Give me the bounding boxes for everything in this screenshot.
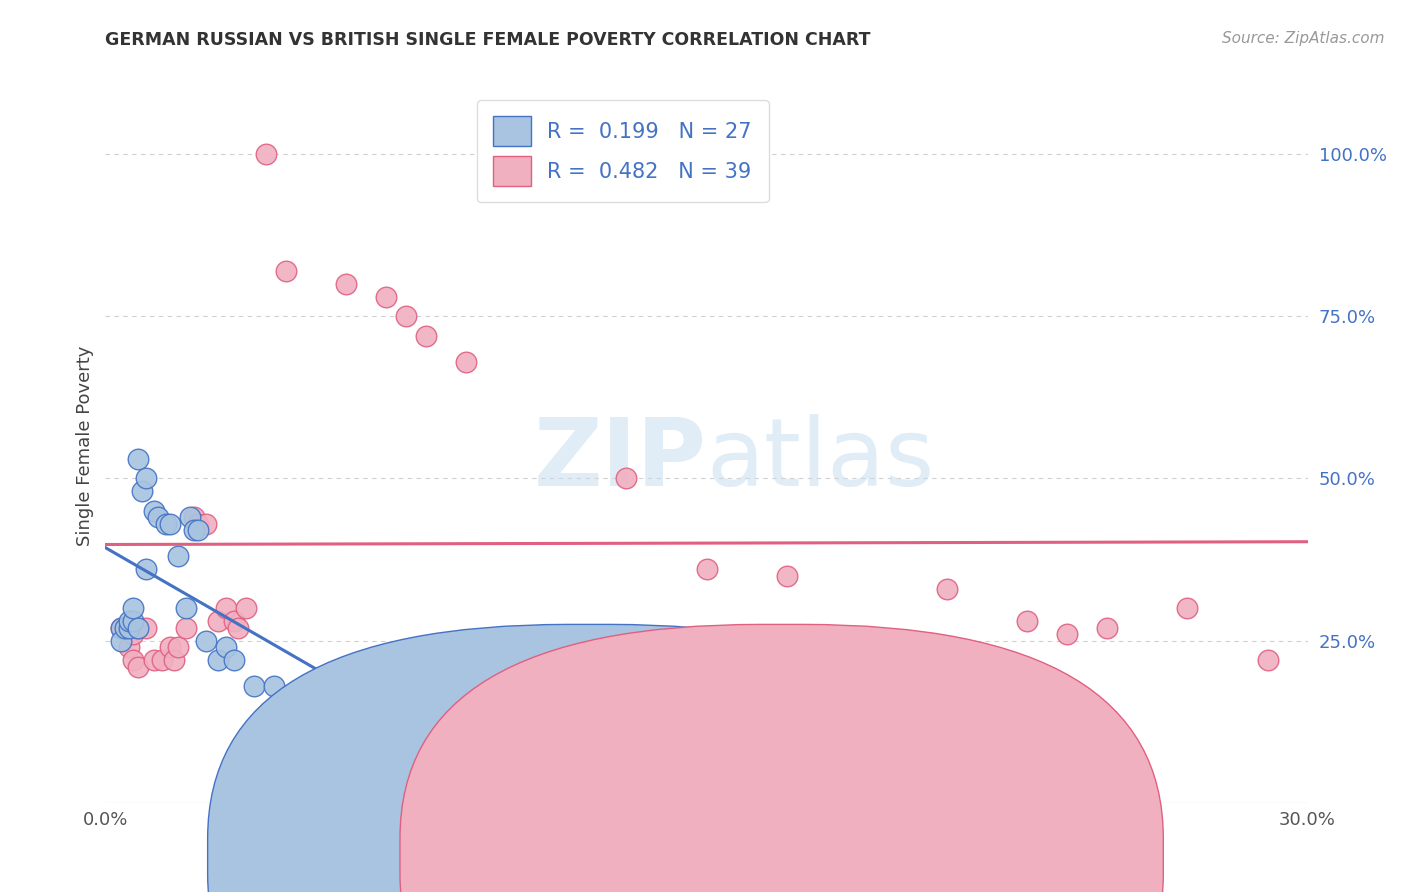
Point	[1056, 627, 1078, 641]
Point	[194, 516, 217, 531]
Point	[235, 601, 257, 615]
Point	[187, 524, 209, 538]
Point	[242, 679, 264, 693]
Point	[114, 621, 136, 635]
Point	[110, 621, 132, 635]
Point	[146, 510, 169, 524]
Point	[131, 484, 153, 499]
Point	[127, 621, 149, 635]
Point	[179, 510, 201, 524]
Point	[214, 640, 236, 654]
Point	[110, 633, 132, 648]
Point	[194, 633, 217, 648]
Point	[166, 549, 188, 564]
Point	[159, 640, 181, 654]
Text: German Russians: German Russians	[623, 847, 768, 865]
Point	[135, 562, 157, 576]
Point	[142, 504, 165, 518]
Point	[207, 653, 229, 667]
Point	[114, 621, 136, 635]
Point	[207, 614, 229, 628]
Point	[127, 621, 149, 635]
Text: atlas: atlas	[707, 414, 935, 507]
Point	[254, 147, 277, 161]
Point	[135, 471, 157, 485]
Point	[122, 653, 145, 667]
Text: British: British	[790, 847, 844, 865]
Y-axis label: Single Female Poverty: Single Female Poverty	[76, 346, 94, 546]
Point	[454, 354, 477, 368]
Point	[155, 516, 177, 531]
Point	[122, 627, 145, 641]
Point	[122, 614, 145, 628]
Text: ZIP: ZIP	[534, 414, 707, 507]
Point	[110, 621, 132, 635]
Point	[118, 614, 141, 628]
Point	[150, 653, 173, 667]
Point	[127, 659, 149, 673]
Point	[222, 614, 245, 628]
Legend: R =  0.199   N = 27, R =  0.482   N = 39: R = 0.199 N = 27, R = 0.482 N = 39	[477, 100, 769, 202]
Text: Source: ZipAtlas.com: Source: ZipAtlas.com	[1222, 31, 1385, 46]
Point	[127, 452, 149, 467]
Point	[274, 264, 297, 278]
Point	[214, 601, 236, 615]
Point	[183, 524, 205, 538]
Point	[162, 653, 184, 667]
Point	[183, 510, 205, 524]
Point	[174, 601, 197, 615]
Point	[495, 147, 517, 161]
Point	[159, 516, 181, 531]
Point	[696, 562, 718, 576]
Point	[395, 310, 418, 324]
Point	[335, 277, 357, 291]
Point	[1177, 601, 1199, 615]
Point	[776, 568, 799, 582]
Point	[936, 582, 959, 596]
Point	[166, 640, 188, 654]
Point	[174, 621, 197, 635]
FancyBboxPatch shape	[208, 624, 972, 892]
Point	[135, 621, 157, 635]
Point	[142, 653, 165, 667]
FancyBboxPatch shape	[399, 624, 1163, 892]
Point	[122, 601, 145, 615]
Point	[616, 471, 638, 485]
Point	[187, 516, 209, 531]
Point	[415, 328, 437, 343]
Point	[226, 621, 249, 635]
Point	[118, 621, 141, 635]
Point	[1017, 614, 1039, 628]
Text: GERMAN RUSSIAN VS BRITISH SINGLE FEMALE POVERTY CORRELATION CHART: GERMAN RUSSIAN VS BRITISH SINGLE FEMALE …	[105, 31, 870, 49]
Point	[222, 653, 245, 667]
Point	[1257, 653, 1279, 667]
Point	[1097, 621, 1119, 635]
Point	[118, 640, 141, 654]
Point	[263, 679, 285, 693]
Point	[374, 290, 398, 304]
